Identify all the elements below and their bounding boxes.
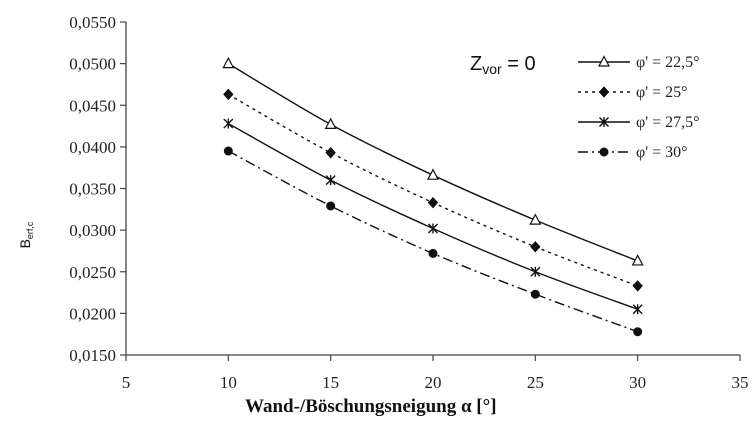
data-point (223, 146, 233, 156)
legend-item: φ' = 22,5° (578, 54, 700, 71)
data-point (530, 241, 541, 253)
data-point (222, 56, 235, 69)
series-4 (223, 146, 643, 337)
series-3 (223, 118, 643, 315)
x-tick-label: 10 (220, 373, 237, 392)
data-point (598, 55, 610, 67)
y-axis-label: Berf,c (17, 221, 35, 248)
data-point (325, 175, 336, 186)
x-axis-ticks: 5 10 15 20 25 30 35 (122, 355, 749, 392)
series-layer (222, 56, 644, 337)
x-tick-label: 15 (322, 373, 339, 392)
data-point (632, 280, 643, 292)
annotation-rest: = 0 (502, 53, 536, 75)
y-tick-label: 0,0250 (69, 263, 116, 282)
data-point (598, 86, 610, 98)
data-point (632, 304, 643, 315)
data-point (428, 223, 438, 234)
legend-label: φ' = 27,5° (636, 114, 700, 131)
series-2 (223, 88, 643, 292)
legend: φ' = 22,5° φ' = 25° φ' = 27,5° φ' = 30° (578, 54, 700, 161)
data-point (529, 213, 542, 225)
y-axis-label-main: B (17, 239, 33, 248)
annotation-sub: vor (482, 61, 502, 77)
data-point (223, 118, 234, 129)
data-point (324, 117, 337, 129)
y-tick-label: 0,0300 (69, 221, 116, 240)
y-tick-label: 0,0500 (69, 55, 116, 74)
data-point (599, 147, 609, 157)
x-tick-label: 20 (425, 373, 442, 392)
legend-item: φ' = 27,5° (578, 114, 700, 131)
series-1 (222, 56, 644, 266)
axes: 0,0150 0,0200 0,0250 0,0300 0,0350 0,0400 0,04… (69, 13, 748, 392)
legend-label: φ' = 25° (636, 84, 688, 101)
data-point (427, 196, 439, 209)
legend-label: φ' = 30° (636, 144, 688, 161)
legend-label: φ' = 22,5° (636, 54, 700, 71)
data-point (326, 201, 336, 211)
data-point (325, 146, 336, 159)
x-axis-label: Wand-/Böschungsneigung α [°] (245, 396, 497, 417)
y-axis-ticks: 0,0150 0,0200 0,0250 0,0300 0,0350 0,0400 0,04… (69, 13, 126, 365)
y-tick-label: 0,0450 (69, 96, 116, 115)
legend-item: φ' = 25° (578, 84, 688, 101)
y-tick-label: 0,0150 (69, 346, 116, 365)
legend-item: φ' = 30° (578, 144, 688, 161)
data-point (599, 117, 609, 127)
data-point (530, 289, 540, 299)
x-tick-label: 5 (122, 373, 131, 392)
data-point (530, 266, 541, 277)
x-tick-label: 30 (629, 373, 646, 392)
annotation-main: Z (470, 53, 482, 75)
data-point (428, 248, 438, 258)
data-point (223, 88, 234, 101)
data-point (631, 254, 644, 266)
data-point (633, 327, 643, 337)
y-axis-label-sub: erf,c (25, 221, 35, 239)
y-tick-label: 0,0550 (69, 13, 116, 32)
x-tick-label: 25 (527, 373, 544, 392)
y-tick-label: 0,0400 (69, 138, 116, 157)
y-tick-label: 0,0200 (69, 304, 116, 323)
x-tick-label: 35 (732, 373, 749, 392)
chart-annotation: Zvor = 0 (470, 53, 536, 77)
data-point (427, 168, 439, 180)
series-line (227, 122, 638, 310)
y-tick-label: 0,0350 (69, 180, 116, 199)
